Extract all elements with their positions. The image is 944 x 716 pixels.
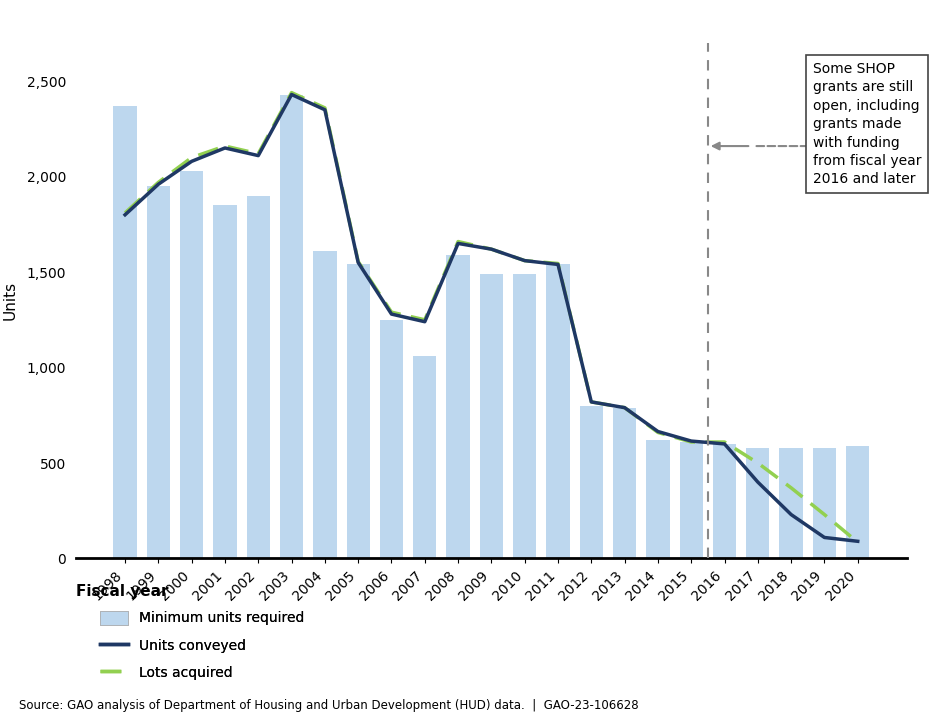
- Bar: [413, 356, 436, 558]
- Bar: [379, 320, 403, 558]
- Legend: Minimum units required: Minimum units required: [94, 605, 310, 631]
- Bar: [845, 446, 868, 558]
- Legend: Lots acquired: Lots acquired: [94, 659, 238, 685]
- Text: Some SHOP
grants are still
open, including
grants made
with funding
from fiscal : Some SHOP grants are still open, includi…: [812, 62, 920, 186]
- Bar: [513, 274, 536, 558]
- Text: Source: GAO analysis of Department of Housing and Urban Development (HUD) data. : Source: GAO analysis of Department of Ho…: [19, 699, 638, 712]
- Y-axis label: Units: Units: [3, 281, 18, 320]
- Bar: [213, 205, 236, 558]
- Bar: [146, 186, 170, 558]
- Bar: [712, 444, 735, 558]
- Bar: [179, 171, 203, 558]
- Bar: [746, 448, 768, 558]
- Bar: [446, 255, 469, 558]
- Bar: [346, 264, 369, 558]
- Bar: [812, 448, 835, 558]
- Bar: [546, 264, 569, 558]
- Bar: [246, 195, 270, 558]
- Bar: [113, 106, 137, 558]
- Legend: Units conveyed: Units conveyed: [94, 632, 251, 658]
- Text: Fiscal year: Fiscal year: [76, 584, 168, 599]
- Bar: [579, 406, 602, 558]
- Bar: [679, 442, 702, 558]
- Bar: [779, 448, 802, 558]
- Bar: [312, 251, 336, 558]
- Bar: [279, 95, 303, 558]
- Bar: [480, 274, 502, 558]
- Bar: [646, 440, 669, 558]
- Bar: [613, 407, 635, 558]
